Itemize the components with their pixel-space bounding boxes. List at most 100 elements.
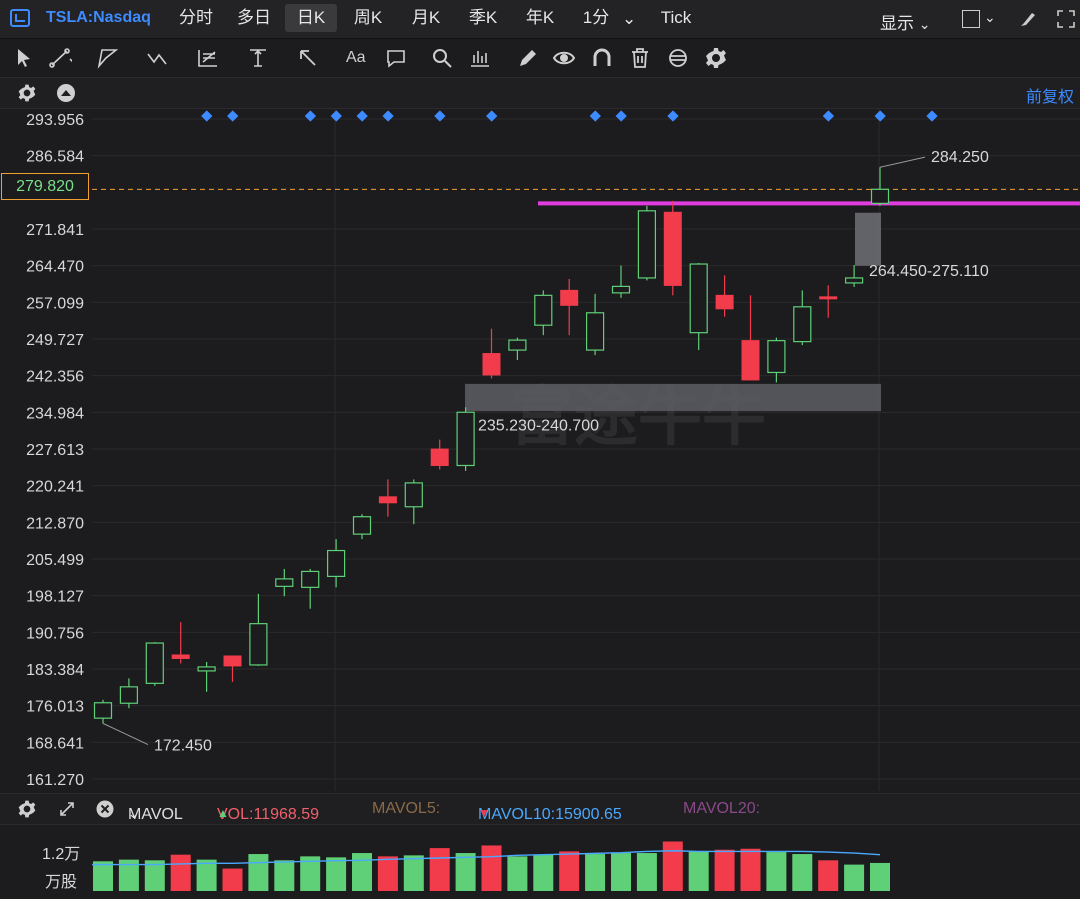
tab-yearly-k[interactable]: 年K [525,8,555,27]
volume-bar[interactable] [636,853,657,891]
volume-bar[interactable] [455,853,476,891]
volume-bar[interactable] [533,854,554,891]
candle[interactable] [352,514,372,540]
tab-weekly-k[interactable]: 周K [353,8,383,27]
candle[interactable] [430,439,449,470]
tab-timeshare[interactable]: 分时 [179,8,213,27]
volume-bar[interactable] [740,848,761,891]
event-marker[interactable] [926,110,938,122]
layout-checkbox-icon[interactable] [962,10,980,28]
candle[interactable] [663,200,682,296]
candle[interactable] [223,655,242,682]
sync-icon[interactable] [666,46,690,70]
candle[interactable] [404,479,423,525]
volume-bar[interactable] [274,860,295,891]
fib-tool-icon[interactable] [196,46,220,70]
event-marker[interactable] [227,110,239,122]
chart-settings-gear-icon[interactable] [17,83,37,103]
candle[interactable] [767,337,786,383]
volume-bar[interactable] [118,859,139,891]
volume-bar[interactable] [611,853,631,891]
channel-tool-icon[interactable] [96,46,120,70]
event-marker[interactable] [822,110,835,122]
candle[interactable] [456,407,475,471]
tab-monthly-k[interactable]: 月K [411,8,441,27]
event-marker[interactable] [330,110,342,122]
event-marker[interactable] [382,110,394,122]
layout-chevron-icon[interactable]: ⌄ [984,9,996,25]
volume-bar[interactable] [844,864,865,891]
candle[interactable] [275,568,294,597]
volume-bar[interactable] [818,860,839,891]
indicator-chart-icon[interactable] [468,46,492,70]
volume-settings-gear-icon[interactable] [17,799,37,819]
candle[interactable] [844,265,864,287]
candle[interactable] [482,328,501,379]
candle[interactable] [119,678,139,709]
candle[interactable] [689,263,708,351]
event-marker[interactable] [589,110,601,122]
chart-logo-icon[interactable] [10,9,30,27]
text-tool-icon[interactable]: Aa [346,49,366,66]
expand-icon[interactable] [58,800,76,818]
event-marker[interactable] [874,110,886,122]
volume-bar[interactable] [222,868,243,891]
volume-bar[interactable] [429,848,450,891]
volume-bar[interactable] [507,856,528,891]
gear-icon[interactable] [704,46,728,70]
candle[interactable] [327,539,346,588]
candle[interactable] [585,293,605,356]
minute-dropdown-chevron-icon[interactable]: ⌄ [622,9,637,28]
volume-bar[interactable] [300,856,321,891]
candle[interactable] [508,337,527,361]
tab-daily-k[interactable]: 日K [285,4,337,32]
note-tool-icon[interactable] [384,46,408,70]
volume-bar[interactable] [662,841,683,892]
candle[interactable] [249,593,268,666]
collapse-up-icon[interactable] [56,83,76,103]
candle[interactable] [819,285,838,318]
volume-bar[interactable] [792,854,813,891]
volume-bar[interactable] [585,854,606,891]
volume-bar[interactable] [403,855,424,891]
candle[interactable] [611,265,631,298]
brush-icon[interactable] [1018,9,1038,34]
candle[interactable] [870,167,890,206]
candle[interactable] [793,290,812,346]
candle[interactable] [93,699,113,724]
magnet-icon[interactable] [590,46,614,70]
display-menu[interactable]: 显示 ⌄ [880,14,931,33]
volume-bar[interactable] [170,854,191,891]
volume-bar[interactable] [559,851,580,891]
candle[interactable] [715,275,734,317]
candle[interactable] [145,642,164,686]
volume-bar[interactable] [196,859,217,891]
line-tool-icon[interactable] [48,46,72,70]
volume-bar[interactable] [326,857,347,891]
volume-bar[interactable] [688,851,709,891]
candle[interactable] [741,295,760,381]
candle[interactable] [560,278,579,336]
support-zone-lower[interactable] [465,383,881,412]
support-zone-upper[interactable] [855,212,881,266]
pencil-icon[interactable] [516,46,540,70]
volume-bar[interactable] [377,856,398,891]
trash-icon[interactable] [628,46,652,70]
candlestick-chart[interactable]: 富途牛牛 293.956286.584271.841264.470257.099… [0,109,1080,791]
volume-bar[interactable] [352,853,372,891]
event-marker[interactable] [615,110,627,122]
event-marker[interactable] [356,110,368,122]
arrow-tool-icon[interactable] [296,46,320,70]
cursor-icon[interactable] [12,46,36,70]
candle[interactable] [171,622,190,664]
volume-bar[interactable] [93,861,113,891]
candle[interactable] [534,290,553,336]
volume-bar[interactable] [481,845,502,891]
volume-chart[interactable]: 1.2万 万股 [0,824,1080,899]
tab-quarterly-k[interactable]: 季K [468,8,498,27]
fullscreen-icon[interactable] [1056,9,1076,34]
tab-multi-day[interactable]: 多日 [237,8,271,27]
event-marker[interactable] [667,110,679,122]
candle[interactable] [197,661,216,692]
candle[interactable] [378,479,397,517]
